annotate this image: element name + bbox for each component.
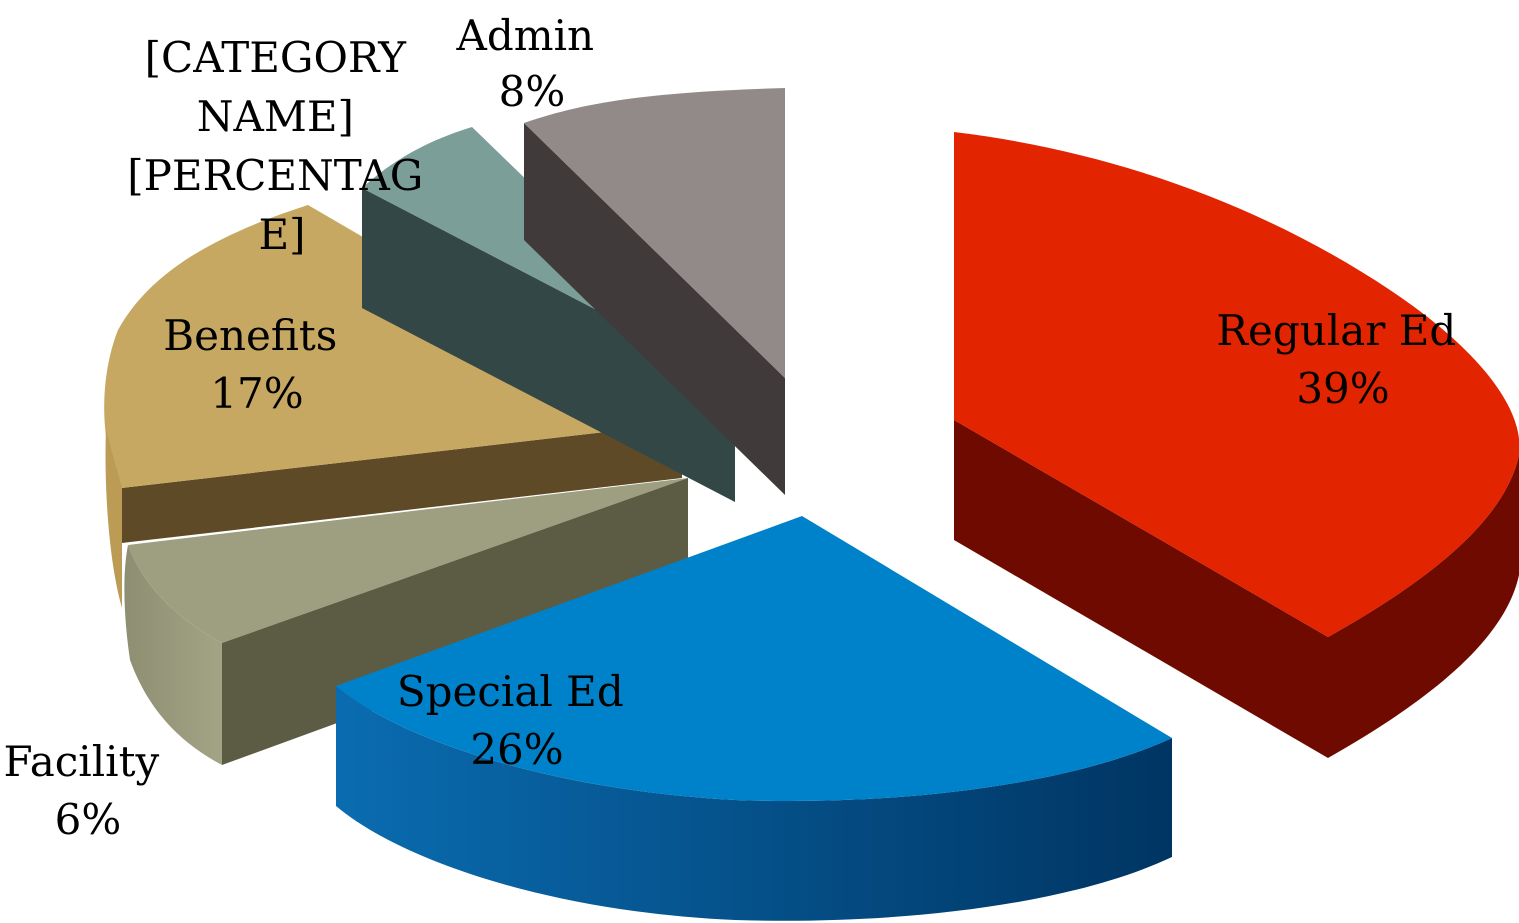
label-category-name-line1: [CATEGORY	[145, 33, 408, 82]
label-benefits-name: Benefits	[163, 311, 337, 360]
label-category-name-line4: E]	[258, 210, 305, 259]
slice-regular-ed-top	[954, 132, 1519, 637]
slice-benefits-edge	[105, 430, 122, 608]
slice-admin-top	[524, 88, 785, 378]
slice-benefits	[104, 205, 682, 608]
label-admin: Admin 8%	[456, 11, 608, 116]
label-special-ed-name: Special Ed	[397, 667, 624, 716]
slice-special-ed-top	[336, 516, 1172, 802]
slice-benefits-side	[122, 423, 682, 543]
slice-admin-side	[524, 123, 785, 495]
label-admin-value: 8%	[499, 67, 566, 116]
label-special-ed-value: 26%	[470, 725, 563, 774]
slice-admin	[524, 88, 785, 495]
slice-facility-top	[128, 478, 688, 643]
label-regular-ed-value: 39%	[1296, 364, 1389, 413]
slice-special-ed-side	[336, 686, 1172, 921]
label-benefits-value: 17%	[210, 369, 303, 418]
label-category-name-line2: NAME]	[197, 92, 354, 141]
slice-special-ed	[336, 516, 1172, 921]
label-facility-value: 6%	[55, 795, 122, 844]
label-category-name-line3: [PERCENTAG	[127, 151, 423, 200]
label-special-ed: Special Ed 26%	[397, 667, 637, 774]
label-regular-ed: Regular Ed 39%	[1216, 306, 1469, 413]
slice-regular-ed-side	[954, 420, 1328, 758]
label-facility: Facility 6%	[3, 737, 172, 844]
label-benefits: Benefits 17%	[163, 311, 350, 418]
label-regular-ed-name: Regular Ed	[1216, 306, 1456, 355]
slice-regular-ed-rim	[1328, 455, 1519, 758]
label-category-name: [CATEGORY NAME] [PERCENTAG E]	[127, 33, 436, 259]
slice-facility-outer	[124, 545, 222, 765]
slice-category-name-side	[362, 188, 735, 502]
slice-benefits-top	[104, 205, 682, 488]
slice-regular-ed	[954, 132, 1519, 758]
label-facility-name: Facility	[3, 737, 159, 786]
label-admin-name: Admin	[456, 11, 595, 60]
